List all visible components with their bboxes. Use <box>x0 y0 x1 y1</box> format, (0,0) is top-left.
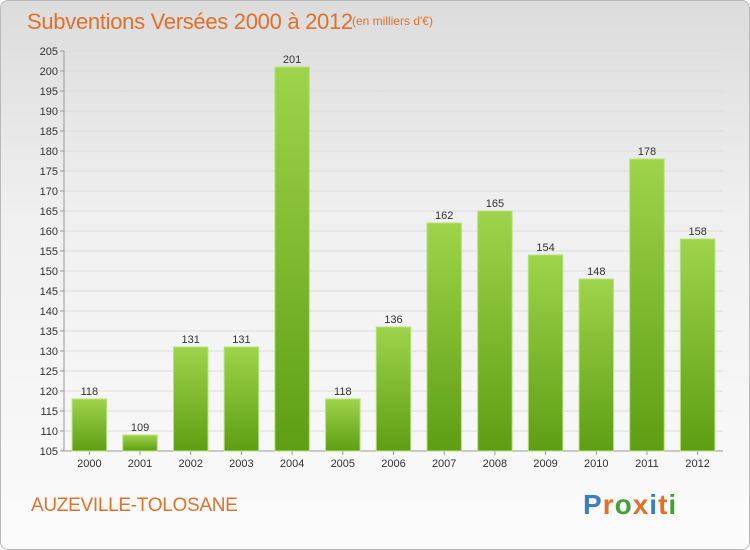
labels: 105 110 115 120 125 130 135 140 145 150 155 160 165 1… <box>40 46 710 470</box>
x-tick-label-2009: 2009 <box>533 458 557 470</box>
bar-2001 <box>122 434 158 452</box>
bar-2009 <box>527 254 564 452</box>
value-label-2002: 131 <box>182 334 200 346</box>
bar-2011 <box>629 158 665 452</box>
y-tick-label: 200 <box>40 66 58 78</box>
value-label-2005: 118 <box>334 386 352 398</box>
chart-title: Subventions Versées 2000 à 2012 <box>27 9 353 34</box>
bar-2010 <box>578 278 615 452</box>
y-tick-label: 175 <box>40 166 58 178</box>
value-label-2011: 178 <box>638 146 656 158</box>
bar-2006 <box>375 326 412 452</box>
y-tick-label: 190 <box>40 106 58 118</box>
x-tick-label-2004: 2004 <box>280 458 304 470</box>
logo-letter: r <box>602 489 615 520</box>
y-tick-label: 185 <box>40 126 58 138</box>
y-tick-label: 105 <box>40 446 58 458</box>
value-label-2007: 162 <box>435 210 453 222</box>
value-label-2006: 136 <box>384 314 402 326</box>
y-tick-label: 125 <box>40 366 58 378</box>
y-tick-label: 110 <box>40 426 58 438</box>
value-label-2008: 165 <box>486 198 504 210</box>
y-tick-label: 150 <box>40 266 58 278</box>
y-tick-label: 195 <box>40 86 58 98</box>
logo-letter: o <box>614 489 633 520</box>
value-label-2001: 109 <box>131 422 149 434</box>
y-tick-label: 165 <box>40 206 58 218</box>
commune-name: AUZEVILLE-TOLOSANE <box>31 495 238 516</box>
logo-letter: P <box>583 489 603 520</box>
x-tick-label-2008: 2008 <box>483 458 507 470</box>
y-tick-label: 180 <box>40 146 58 158</box>
logo-letter: x <box>632 489 650 520</box>
logo-letter: i <box>649 489 659 520</box>
x-tick-label-2012: 2012 <box>685 458 709 470</box>
x-tick-label-2011: 2011 <box>635 458 659 470</box>
y-tick-label: 115 <box>40 406 58 418</box>
bar-2003 <box>223 346 260 452</box>
y-tick-label: 155 <box>40 246 58 258</box>
value-label-2000: 118 <box>81 386 99 398</box>
bar-2007 <box>426 222 462 452</box>
logo-letter: t <box>658 489 669 520</box>
chart-subtitle: (en milliers d'€) <box>352 14 433 28</box>
x-tick-label-2000: 2000 <box>77 458 101 470</box>
bar-2005 <box>325 398 361 452</box>
bar-2008 <box>477 210 513 452</box>
x-tick-label-2002: 2002 <box>178 458 202 470</box>
x-tick-label-2006: 2006 <box>381 458 405 470</box>
value-label-2004: 201 <box>283 54 301 66</box>
y-tick-label: 130 <box>40 346 58 358</box>
x-tick-label-2001: 2001 <box>128 458 152 470</box>
y-tick-label: 205 <box>40 46 58 58</box>
x-tick-label-2003: 2003 <box>229 458 253 470</box>
value-label-2012: 158 <box>688 226 706 238</box>
bar-2012 <box>679 238 716 452</box>
y-tick-label: 170 <box>40 186 58 198</box>
y-tick-label: 145 <box>40 286 58 298</box>
y-tick-label: 120 <box>40 386 58 398</box>
x-tick-label-2005: 2005 <box>331 458 355 470</box>
y-tick-label: 140 <box>40 306 58 318</box>
bar-2000 <box>71 398 108 452</box>
x-tick-label-2007: 2007 <box>432 458 456 470</box>
y-tick-label: 135 <box>40 326 58 338</box>
logo-letter: i <box>668 489 678 520</box>
x-tick-label-2010: 2010 <box>584 458 608 470</box>
y-tick-label: 160 <box>40 226 58 238</box>
value-label-2009: 154 <box>536 242 554 254</box>
proxiti-logo[interactable]: Proxiti <box>583 489 677 521</box>
bar-2002 <box>172 346 209 452</box>
value-label-2010: 148 <box>587 266 605 278</box>
bar-2004 <box>274 66 310 452</box>
value-label-2003: 131 <box>232 334 250 346</box>
bars <box>71 66 716 452</box>
